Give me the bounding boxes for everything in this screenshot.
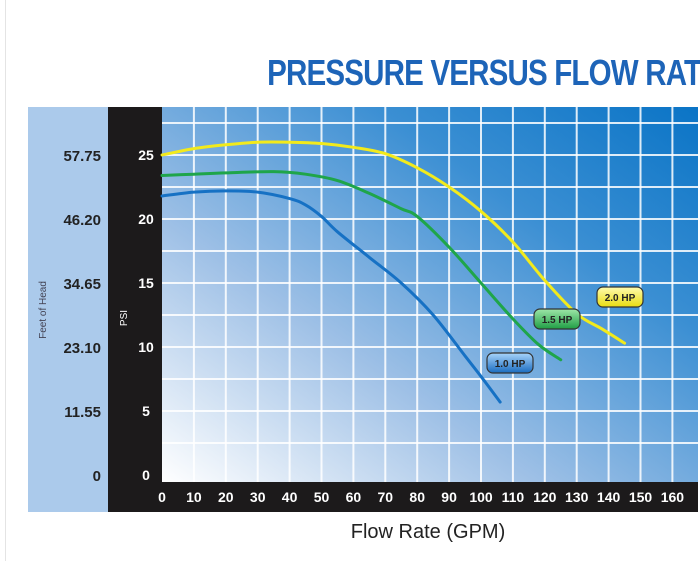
x-tick-label: 70 [378,489,394,505]
x-tick-label: 50 [314,489,330,505]
y-tick-label-feet: 23.10 [63,340,101,357]
y-tick-label-feet: 57.75 [63,148,101,165]
y-tick-label-feet: 0 [93,468,101,485]
series-label-badge: 1.5 HP [533,308,581,330]
y-tick-label: 15 [138,275,154,291]
y-tick-label-feet: 46.20 [63,212,101,229]
series-line-1-0-hp [160,189,502,404]
series-label: 1.0 HP [495,359,526,370]
series-line-1-5-hp [160,170,563,362]
psi-axis-panel [108,107,163,512]
x-tick-label: 30 [250,489,266,505]
x-axis-band [108,482,698,512]
x-tick-label: 120 [533,489,557,505]
y-tick-label: 20 [138,211,154,227]
y-tick-label: 25 [138,147,154,163]
x-tick-label: 150 [629,489,653,505]
series-label: 1.5 HP [542,315,573,326]
series-label-badge: 2.0 HP [596,286,644,308]
page-edge [5,0,6,561]
y-tick-label-feet: 34.65 [63,276,101,293]
y-axis-label-feet: Feet of Head [38,281,49,339]
x-tick-label: 0 [158,489,166,505]
y-tick-label: 10 [138,339,154,355]
x-axis-label: Flow Rate (GPM) [351,521,505,543]
y-tick-label-feet: 11.55 [64,404,101,421]
y-axis-label-psi: PSI [119,310,130,326]
x-tick-label: 60 [346,489,362,505]
x-tick-label: 100 [469,489,493,505]
chart-title: PRESSURE VERSUS FLOW RATE [267,52,700,93]
x-tick-label: 10 [186,489,202,505]
x-tick-label: 110 [502,489,525,505]
x-tick-label: 160 [661,489,685,505]
feet-of-head-panel [28,107,108,512]
x-tick-label: 80 [409,489,425,505]
x-tick-label: 40 [282,489,298,505]
series-line-2-0-hp [160,140,627,345]
series-label-badge: 1.0 HP [486,352,534,374]
x-tick-label: 140 [597,489,621,505]
x-tick-label: 130 [565,489,589,505]
series-label: 2.0 HP [605,293,636,304]
grid [162,107,698,482]
x-tick-label: 20 [218,489,234,505]
y-tick-label: 0 [142,467,150,483]
x-tick-label: 90 [441,489,457,505]
y-tick-label: 5 [142,403,150,419]
